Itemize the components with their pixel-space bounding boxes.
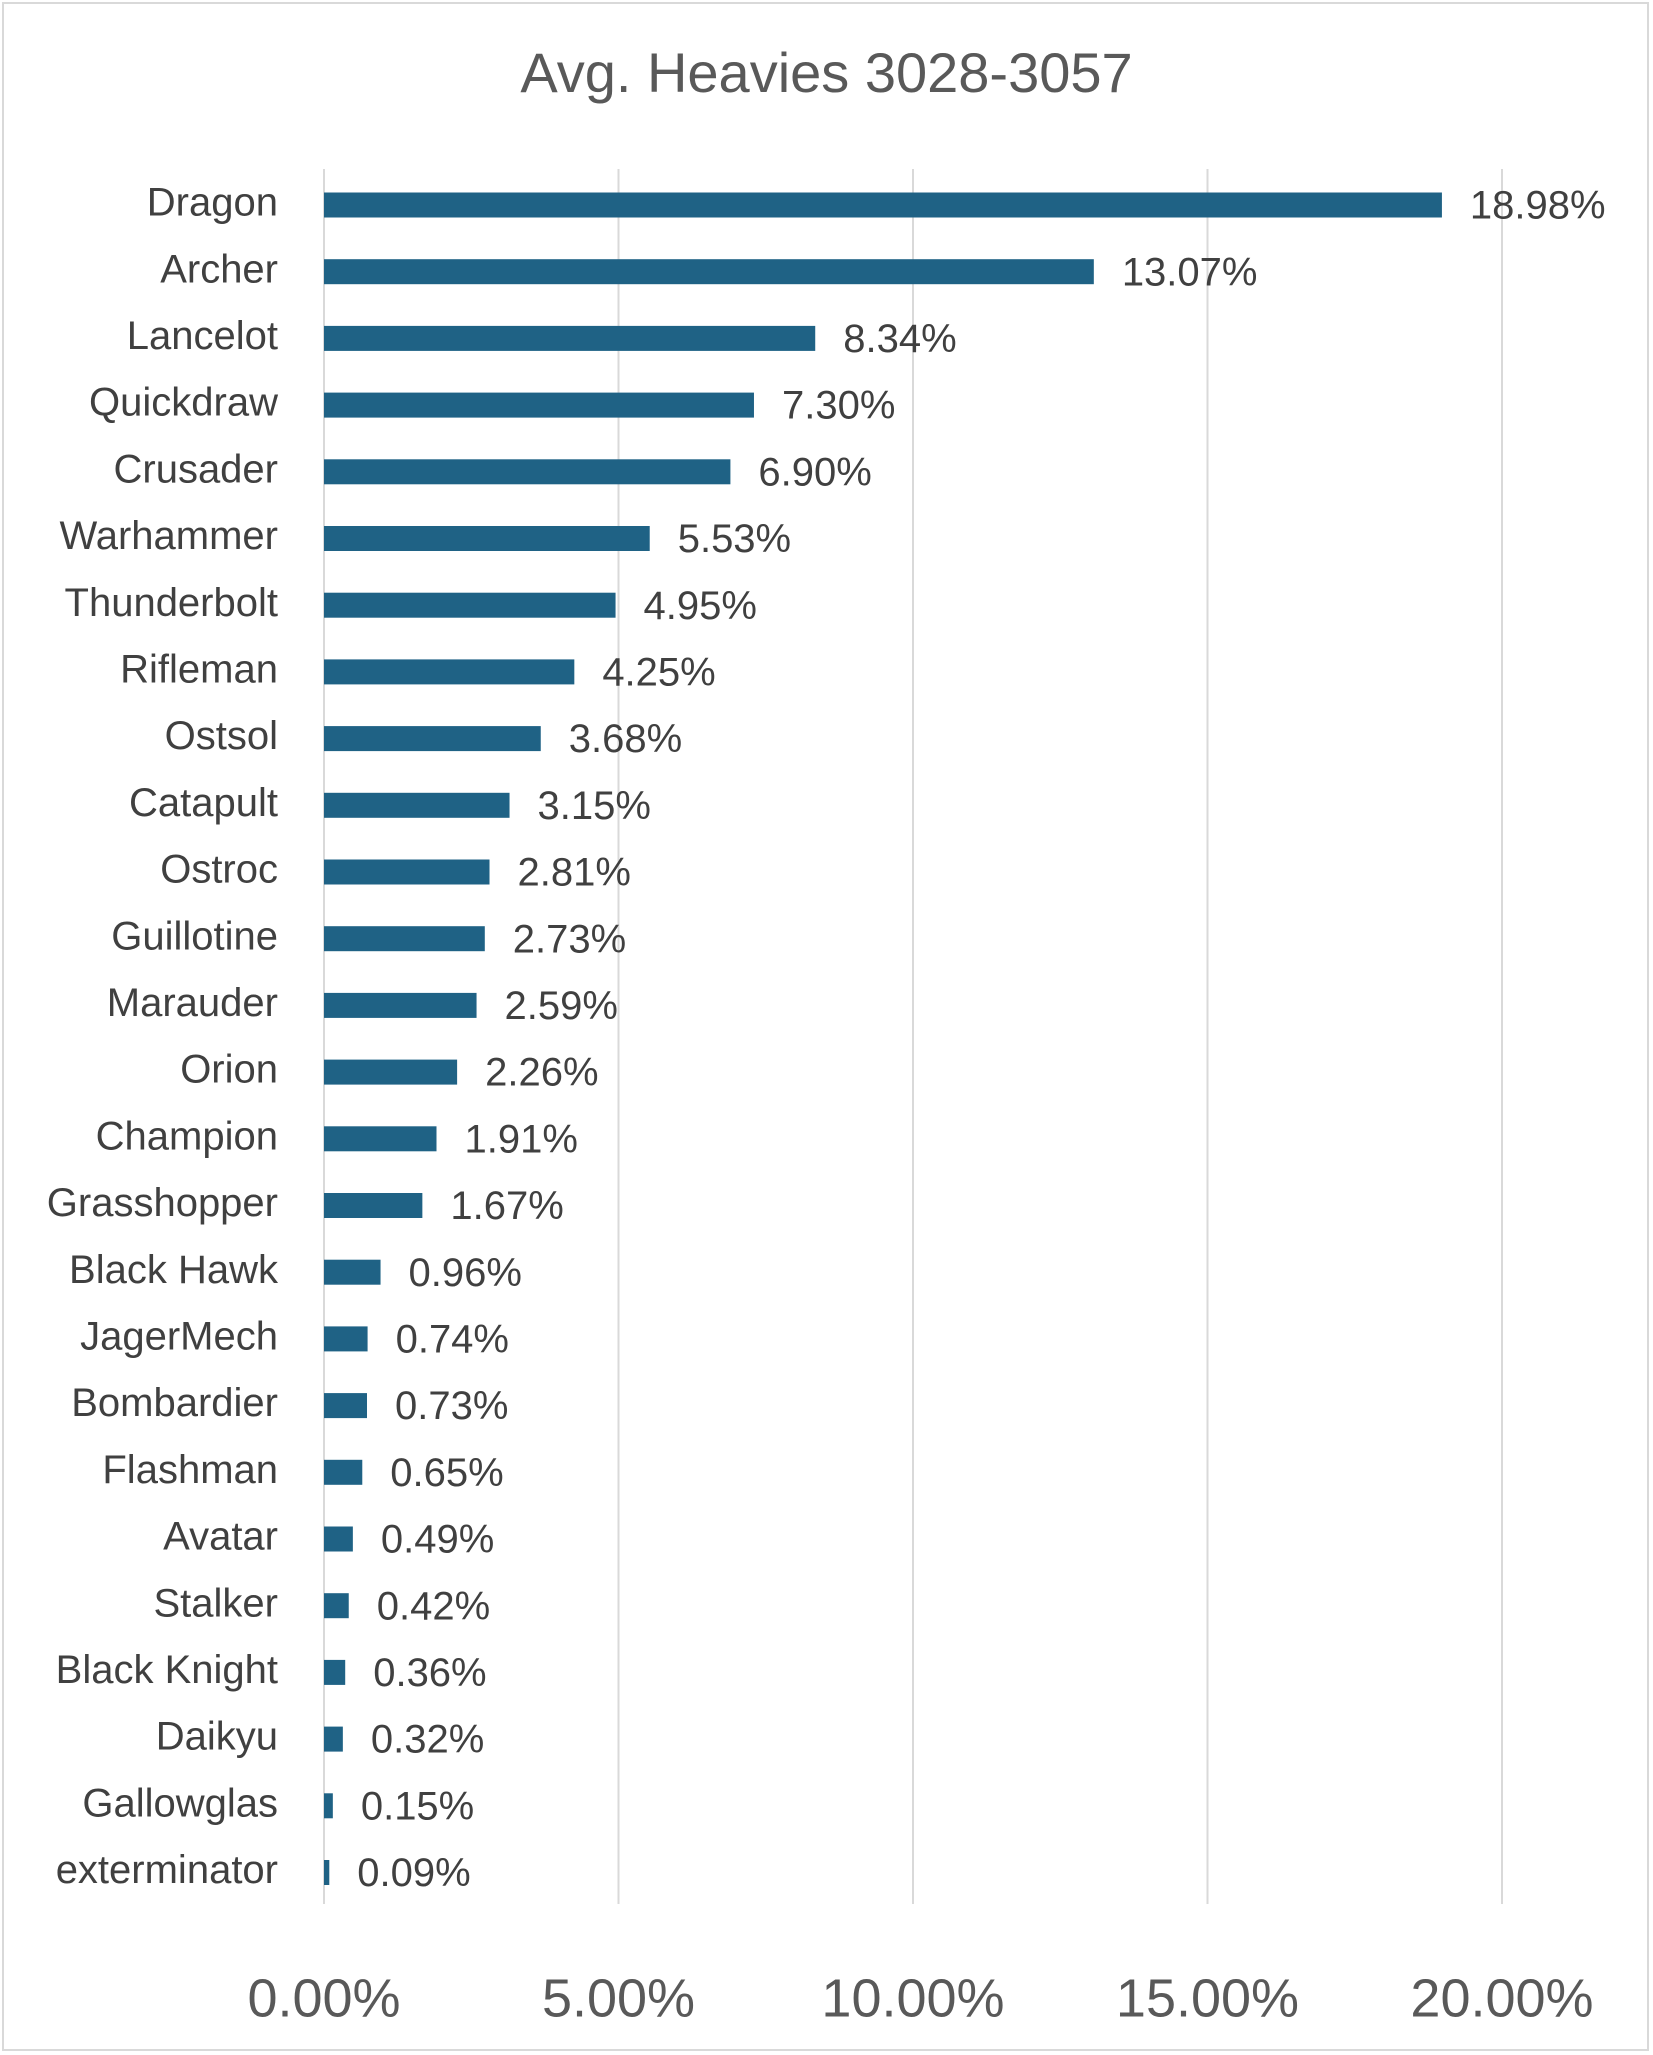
data-label-20: 0.49%: [381, 1518, 494, 1562]
bar-10: [324, 859, 490, 885]
data-label-13: 2.26%: [485, 1051, 598, 1095]
bar-6: [324, 592, 616, 618]
data-label-10: 2.81%: [518, 851, 631, 895]
category-label-12: Marauder: [107, 981, 278, 1025]
category-label-1: Archer: [160, 247, 278, 291]
bar-18: [324, 1393, 367, 1419]
bar-15: [324, 1193, 423, 1218]
data-label-12: 2.59%: [505, 984, 618, 1028]
bar-1: [324, 259, 1094, 285]
data-label-6: 4.95%: [644, 584, 757, 628]
category-label-4: Crusader: [113, 447, 278, 491]
category-label-22: Black Knight: [56, 1648, 278, 1692]
bar-11: [324, 926, 485, 952]
data-label-23: 0.32%: [371, 1718, 484, 1762]
data-label-17: 0.74%: [396, 1317, 509, 1361]
x-tick-label-2: 10.00%: [821, 1968, 1004, 2028]
category-label-9: Catapult: [129, 781, 278, 825]
data-label-14: 1.91%: [464, 1117, 577, 1161]
category-label-18: Bombardier: [71, 1381, 278, 1425]
data-label-3: 7.30%: [782, 384, 895, 428]
category-label-10: Ostroc: [160, 848, 278, 892]
chart-title: Avg. Heavies 3028-3057: [520, 41, 1133, 104]
category-label-2: Lancelot: [127, 314, 278, 358]
category-label-0: Dragon: [147, 181, 278, 225]
category-label-11: Guillotine: [111, 914, 278, 958]
category-label-13: Orion: [180, 1048, 278, 1092]
category-label-24: Gallowglas: [82, 1781, 278, 1825]
data-label-22: 0.36%: [373, 1651, 486, 1695]
bar-4: [324, 459, 731, 485]
data-label-21: 0.42%: [377, 1584, 490, 1628]
bar-23: [324, 1726, 343, 1752]
bar-5: [324, 526, 650, 551]
x-tick-label-1: 5.00%: [542, 1968, 695, 2028]
category-label-15: Grasshopper: [47, 1181, 278, 1225]
bar-17: [324, 1326, 368, 1352]
bar-9: [324, 792, 510, 818]
gridlines: [323, 169, 1503, 1904]
x-tick-label-3: 15.00%: [1116, 1968, 1299, 2028]
bar-2: [324, 325, 816, 351]
bar-0: [324, 192, 1442, 218]
category-label-19: Flashman: [102, 1448, 278, 1492]
bar-7: [324, 659, 575, 685]
bar-8: [324, 726, 541, 752]
bar-13: [324, 1059, 458, 1085]
data-label-19: 0.65%: [390, 1451, 503, 1495]
data-label-15: 1.67%: [450, 1184, 563, 1228]
bar-3: [324, 392, 754, 418]
bar-22: [324, 1659, 346, 1685]
data-label-25: 0.09%: [357, 1851, 470, 1895]
data-label-24: 0.15%: [361, 1784, 474, 1828]
category-label-5: Warhammer: [59, 514, 278, 558]
category-label-3: Quickdraw: [89, 381, 278, 425]
category-label-25: exterminator: [56, 1848, 278, 1892]
data-label-9: 3.15%: [538, 784, 651, 828]
data-label-5: 5.53%: [678, 517, 791, 561]
category-label-6: Thunderbolt: [65, 581, 278, 625]
data-label-0: 18.98%: [1470, 184, 1606, 228]
bar-21: [324, 1593, 349, 1619]
bar-16: [324, 1259, 381, 1285]
category-label-16: Black Hawk: [69, 1248, 279, 1292]
data-label-11: 2.73%: [513, 917, 626, 961]
data-labels: 18.98% 13.07% 8.34% 7.30% 6.90% 5.53% 4.95% 4.2…: [357, 184, 1605, 1896]
bar-24: [324, 1793, 333, 1819]
category-label-17: JagerMech: [80, 1314, 278, 1358]
x-tick-label-0: 0.00%: [247, 1968, 400, 2028]
category-label-21: Stalker: [154, 1581, 279, 1625]
x-tick-label-4: 20.00%: [1410, 1968, 1593, 2028]
category-label-23: Daikyu: [156, 1715, 278, 1759]
data-label-7: 4.25%: [602, 650, 715, 694]
bar-14: [324, 1126, 437, 1152]
category-label-8: Ostsol: [165, 714, 278, 758]
category-label-7: Rifleman: [120, 647, 278, 691]
data-label-2: 8.34%: [843, 317, 956, 361]
category-label-20: Avatar: [163, 1515, 278, 1559]
bar-25: [324, 1860, 330, 1885]
bar-12: [324, 992, 477, 1018]
category-labels: Dragon Archer Lancelot Quickdraw Crusader War…: [47, 181, 279, 1893]
data-label-8: 3.68%: [569, 717, 682, 761]
bar-20: [324, 1526, 353, 1552]
x-axis-tick-labels: 0.00% 5.00% 10.00% 15.00% 20.00%: [247, 1968, 1593, 2028]
data-label-1: 13.07%: [1122, 250, 1258, 294]
data-label-18: 0.73%: [395, 1384, 508, 1428]
data-label-16: 0.96%: [409, 1251, 522, 1295]
category-label-14: Champion: [96, 1114, 278, 1158]
bars: [324, 192, 1442, 1885]
bar-19: [324, 1459, 363, 1485]
data-label-4: 6.90%: [758, 450, 871, 494]
